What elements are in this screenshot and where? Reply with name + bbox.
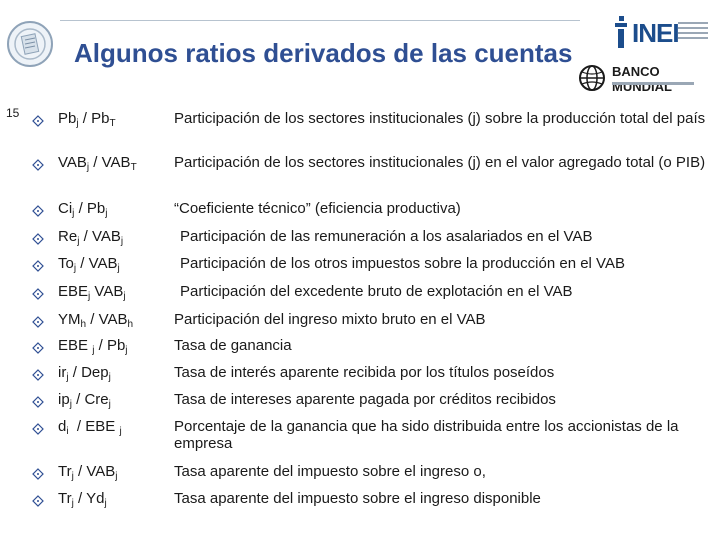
ratio-formula: Rej / VABj (58, 228, 124, 247)
inei-logo: INEI (612, 12, 712, 52)
diamond-bullet-icon (32, 159, 44, 171)
ratio-formula: irj / Depj (58, 364, 111, 383)
header-rule (60, 20, 580, 21)
page-number: 15 (6, 106, 20, 120)
ratio-formula: di / EBE j (58, 418, 122, 437)
ratio-formula: Pbj / PbT (58, 110, 116, 129)
ratio-formula: Trj / Ydj (58, 490, 107, 509)
ratio-description: Tasa aparente del impuesto sobre el ingr… (174, 490, 541, 507)
ratio-formula: ipj / Crej (58, 391, 111, 410)
diamond-bullet-icon (32, 288, 44, 300)
diamond-bullet-icon (32, 316, 44, 328)
diamond-bullet-icon (32, 468, 44, 480)
diamond-bullet-icon (32, 423, 44, 435)
ratio-description: Tasa de ganancia (174, 337, 292, 354)
ratio-formula: YMh / VABh (58, 311, 134, 330)
diamond-bullet-icon (32, 260, 44, 272)
ratio-formula: Cij / Pbj (58, 200, 108, 219)
diamond-bullet-icon (32, 115, 44, 127)
ratio-description: Participación del excedente bruto de exp… (180, 283, 573, 300)
banco-mundial-logo: BANCO MUNDIAL (576, 60, 716, 94)
ratio-formula: EBE j / Pbj (58, 337, 128, 356)
ratio-description: Participación de los sectores institucio… (174, 110, 706, 127)
diamond-bullet-icon (32, 233, 44, 245)
ratio-description: Participación de las remuneración a los … (180, 228, 593, 245)
ratio-description: Tasa de interés aparente recibida por lo… (174, 364, 555, 381)
seal-logo-icon (7, 21, 53, 67)
globe-icon (579, 65, 605, 91)
diamond-bullet-icon (32, 495, 44, 507)
ratio-description: “Coeficiente técnico” (eficiencia produc… (174, 200, 461, 217)
diamond-bullet-icon (32, 342, 44, 354)
ratio-description: Porcentaje de la ganancia que ha sido di… (174, 418, 679, 452)
diamond-bullet-icon (32, 369, 44, 381)
ratio-formula: VABj / VABT (58, 154, 137, 173)
inei-subtitle-lines (678, 22, 708, 42)
ratio-formula: Toj / VABj (58, 255, 120, 274)
ratio-formula: Trj / VABj (58, 463, 118, 482)
page-title: Algunos ratios derivados de las cuentas (74, 38, 573, 68)
diamond-bullet-icon (32, 396, 44, 408)
ratio-description: Participación de los otros impuestos sob… (180, 255, 625, 272)
ratio-description: Participación del ingreso mixto bruto en… (174, 311, 486, 328)
ratio-description: Tasa de intereses aparente pagada por cr… (174, 391, 556, 408)
diamond-bullet-icon (32, 205, 44, 217)
ratio-description: Tasa aparente del impuesto sobre el ingr… (174, 463, 486, 480)
banco-mundial-subtitle (612, 82, 694, 85)
ratio-description: Participación de los sectores institucio… (174, 154, 706, 171)
inei-logo-text: INEI (632, 18, 680, 48)
inei-mark-icon (615, 16, 627, 48)
ratio-formula: EBEj VABj (58, 283, 126, 302)
